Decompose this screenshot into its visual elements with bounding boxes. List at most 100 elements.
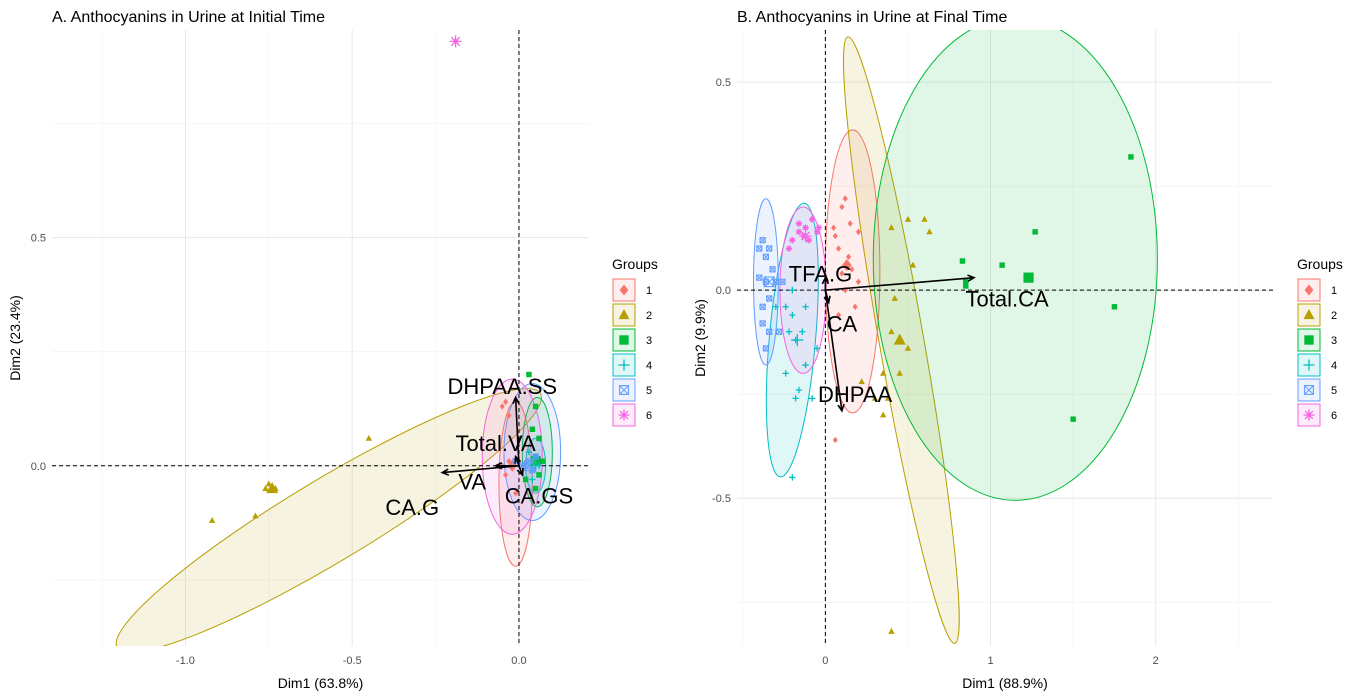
marker-square-cross-lines [769,266,776,273]
arrow-label: DHPAA.SS [447,374,557,399]
data-point-group-2 [888,627,895,634]
marker-square-cross-lines [756,274,763,281]
marker-diamond [836,245,842,252]
marker-square [1032,229,1038,235]
legend-key-marker [1303,359,1315,371]
marker-square [539,458,546,464]
variable-arrow: TFA.G [789,261,852,291]
data-point-group-5 [532,453,539,460]
data-point-group-1 [836,245,842,252]
marker-square-cross [762,278,770,285]
data-point-group-4 [782,303,789,310]
marker-square-cross [1304,385,1314,395]
marker-plus [792,395,799,402]
data-point-group-5 [762,253,770,260]
data-point-group-4 [785,328,793,335]
data-point-group-4 [782,370,789,377]
data-point-group-1 [499,403,505,410]
marker-asterisk [449,35,462,48]
marker-triangle [265,480,273,487]
data-point-group-3 [1111,304,1118,310]
marker-triangle [262,485,269,491]
legend-item-3: 3 [612,328,652,352]
arrow-shaft [825,276,975,291]
legend-label: 4 [646,360,652,372]
data-point-group-2 [879,411,887,418]
arrow-head [837,403,845,413]
legend-key-marker [1304,385,1314,395]
marker-square-cross [769,266,776,273]
chart-title: B. Anthocyanins in Urine at Final Time [737,9,1007,26]
legend-key-marker [618,308,630,320]
marker-square-cross [766,245,773,252]
data-point-group-1 [842,195,848,202]
data-point-group-6 [815,224,822,231]
data-point-group-6 [795,220,803,227]
centroid-group-4 [529,459,542,472]
legend: Groups 1 2 3 4 5 6 [1297,256,1343,427]
data-point-group-1 [852,303,858,310]
data-point-group-4 [792,395,799,402]
data-point-group-1 [831,224,837,231]
data-point-group-6 [808,216,816,223]
legend: Groups 1 2 3 4 5 6 [612,256,658,427]
marker-square-cross [779,278,786,285]
variable-arrow: Total.CA [825,274,1049,311]
legend-key-marker [618,359,630,371]
marker-square-cross [766,328,773,335]
data-point-group-4 [813,345,821,352]
marker-asterisk [808,216,816,223]
marker-square [1111,304,1118,310]
data-point-group-5 [776,328,783,335]
marker-square-cross [759,303,766,310]
data-point-group-2 [891,294,898,301]
marker-diamond [845,253,852,261]
concentration-ellipse-2 [115,388,542,646]
marker-square [1070,416,1076,422]
marker-plus [782,303,789,310]
legend-title: Groups [1297,256,1343,272]
data-point-group-4 [772,303,780,310]
marker-square-cross [762,345,770,352]
data-point-group-6 [785,245,793,252]
marker-square-cross [766,295,773,302]
legend-key-marker [619,385,629,395]
marker-square [532,403,539,410]
marker-asterisk [795,228,803,236]
marker-diamond [619,284,629,296]
marker-plus [789,311,796,319]
data-point-group-2 [265,480,273,487]
legend-label: 3 [646,335,652,347]
data-point-group-3 [536,435,542,442]
variable-arrow: CA.G [385,464,520,520]
marker-square-cross-lines [776,328,783,335]
variable-arrow: CA.GS [505,465,573,508]
marker-diamond [842,195,848,202]
marker-plus [785,328,793,335]
data-point-group-5 [766,295,773,302]
marker-square [529,426,536,432]
marker-triangle [921,215,928,222]
marker-diamond [513,489,519,497]
marker-diamond [842,259,852,272]
data-point-group-2 [888,328,895,335]
marker-square [959,258,966,264]
marker-square [1304,335,1314,345]
data-point-group-4 [789,474,796,481]
marker-diamond [839,270,845,277]
y-tick-label: 0.0 [31,461,46,473]
data-point-group-1 [849,266,855,273]
data-point-group-1 [503,398,509,406]
x-tick-label: 0 [822,655,828,667]
marker-square-cross-lines [759,303,766,310]
plot-area [52,30,589,646]
legend-item-1: 1 [612,278,652,302]
arrow-head [514,454,522,464]
legend-item-6: 6 [1297,403,1337,427]
arrow-shaft [442,464,520,474]
legend-item-4: 4 [612,353,652,377]
data-point-group-2 [262,485,269,491]
data-point-group-6 [795,228,803,236]
legend-key-marker [1303,409,1315,421]
marker-plus [529,476,536,483]
